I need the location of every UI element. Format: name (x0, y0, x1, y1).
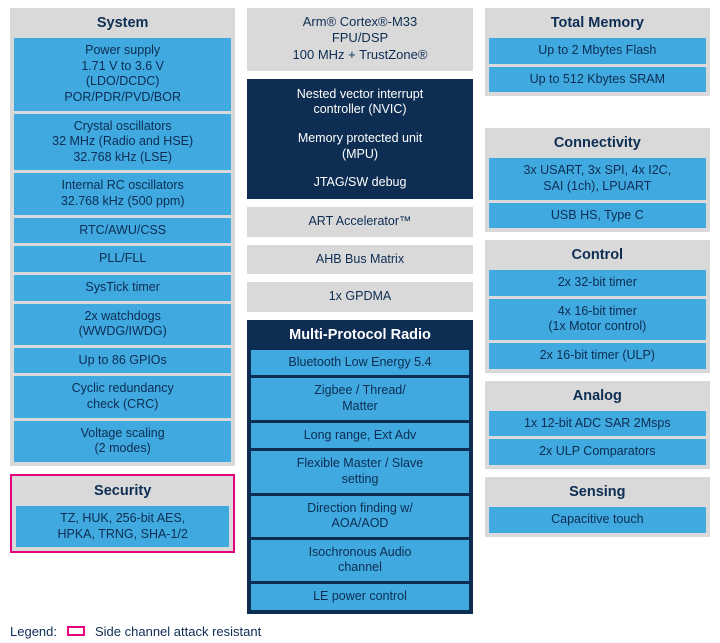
cell: 4x 16-bit timer(1x Motor control) (489, 299, 706, 340)
panel-sensing: Sensing Capacitive touch (485, 477, 710, 537)
cell: 2x 16-bit timer (ULP) (489, 343, 706, 369)
panel-system: System Power supply1.71 V to 3.6 V(LDO/D… (10, 8, 235, 466)
cell: Isochronous Audiochannel (251, 540, 468, 581)
panel-title-analog: Analog (489, 385, 706, 408)
cell: 3x USART, 3x SPI, 4x I2C,SAI (1ch), LPUA… (489, 158, 706, 199)
panel-analog: Analog 1x 12-bit ADC SAR 2Msps 2x ULP Co… (485, 381, 710, 469)
cell: Direction finding w/AOA/AOD (251, 496, 468, 537)
cell: Capacitive touch (489, 507, 706, 533)
cell: Cyclic redundancycheck (CRC) (14, 376, 231, 417)
cortex-header: Arm® Cortex®-M33FPU/DSP100 MHz + TrustZo… (247, 8, 472, 71)
cell: 2x watchdogs(WWDG/IWDG) (14, 304, 231, 345)
cell: Zigbee / Thread/Matter (251, 378, 468, 419)
legend-label: Legend: (10, 624, 57, 639)
diagram-columns: System Power supply1.71 V to 3.6 V(LDO/D… (10, 8, 710, 614)
cell: Long range, Ext Adv (251, 423, 468, 449)
cell: LE power control (251, 584, 468, 610)
cell: Voltage scaling(2 modes) (14, 421, 231, 462)
panel-title-memory: Total Memory (489, 12, 706, 35)
panel-connectivity: Connectivity 3x USART, 3x SPI, 4x I2C,SA… (485, 128, 710, 232)
cell: Crystal oscillators32 MHz (Radio and HSE… (14, 114, 231, 171)
panel-title-system: System (14, 12, 231, 35)
panel-control: Control 2x 32-bit timer 4x 16-bit timer(… (485, 240, 710, 373)
spacer (485, 104, 710, 120)
legend-swatch-icon (67, 626, 85, 636)
column-peripherals: Total Memory Up to 2 Mbytes Flash Up to … (485, 8, 710, 614)
cell: USB HS, Type C (489, 203, 706, 229)
cell-navy: Nested vector interruptcontroller (NVIC) (250, 82, 469, 123)
legend: Legend: Side channel attack resistant (10, 624, 710, 639)
cell-navy: Memory protected unit(MPU) (250, 126, 469, 167)
panel-title-sensing: Sensing (489, 481, 706, 504)
cell-standalone: ART Accelerator™ (247, 207, 472, 237)
cell: 2x ULP Comparators (489, 439, 706, 465)
cell-navy: JTAG/SW debug (250, 170, 469, 196)
panel-title-control: Control (489, 244, 706, 267)
panel-radio: Multi-Protocol Radio Bluetooth Low Energ… (247, 320, 472, 614)
panel-security: Security TZ, HUK, 256-bit AES,HPKA, TRNG… (10, 474, 235, 553)
cell: PLL/FLL (14, 246, 231, 272)
cell: 2x 32-bit timer (489, 270, 706, 296)
cell: Up to 86 GPIOs (14, 348, 231, 374)
cell-standalone: AHB Bus Matrix (247, 245, 472, 275)
cell: Up to 2 Mbytes Flash (489, 38, 706, 64)
panel-title-connectivity: Connectivity (489, 132, 706, 155)
panel-memory: Total Memory Up to 2 Mbytes Flash Up to … (485, 8, 710, 96)
panel-title-security: Security (16, 480, 229, 503)
cell: Internal RC oscillators32.768 kHz (500 p… (14, 173, 231, 214)
legend-swatch-text: Side channel attack resistant (95, 624, 261, 639)
panel-title-radio: Multi-Protocol Radio (251, 324, 468, 347)
cell: 1x 12-bit ADC SAR 2Msps (489, 411, 706, 437)
cell: TZ, HUK, 256-bit AES,HPKA, TRNG, SHA-1/2 (16, 506, 229, 547)
cell: Up to 512 Kbytes SRAM (489, 67, 706, 93)
column-core: Arm® Cortex®-M33FPU/DSP100 MHz + TrustZo… (247, 8, 472, 614)
cell-standalone: 1x GPDMA (247, 282, 472, 312)
cell: Flexible Master / Slavesetting (251, 451, 468, 492)
panel-core-navy: Nested vector interruptcontroller (NVIC)… (247, 79, 472, 199)
column-system: System Power supply1.71 V to 3.6 V(LDO/D… (10, 8, 235, 614)
cell: Bluetooth Low Energy 5.4 (251, 350, 468, 376)
cell: RTC/AWU/CSS (14, 218, 231, 244)
cell: Power supply1.71 V to 3.6 V(LDO/DCDC)POR… (14, 38, 231, 111)
cell: SysTick timer (14, 275, 231, 301)
